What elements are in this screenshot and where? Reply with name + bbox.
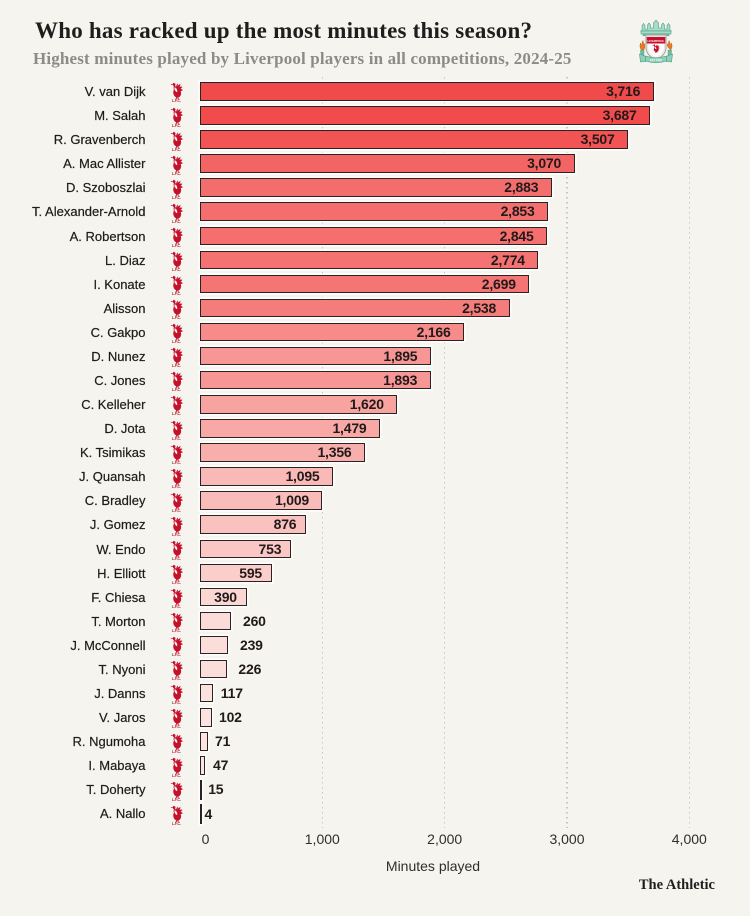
svg-text:LIVERPOOL: LIVERPOOL [648,39,665,43]
svg-text:EST 1892: EST 1892 [650,59,662,62]
